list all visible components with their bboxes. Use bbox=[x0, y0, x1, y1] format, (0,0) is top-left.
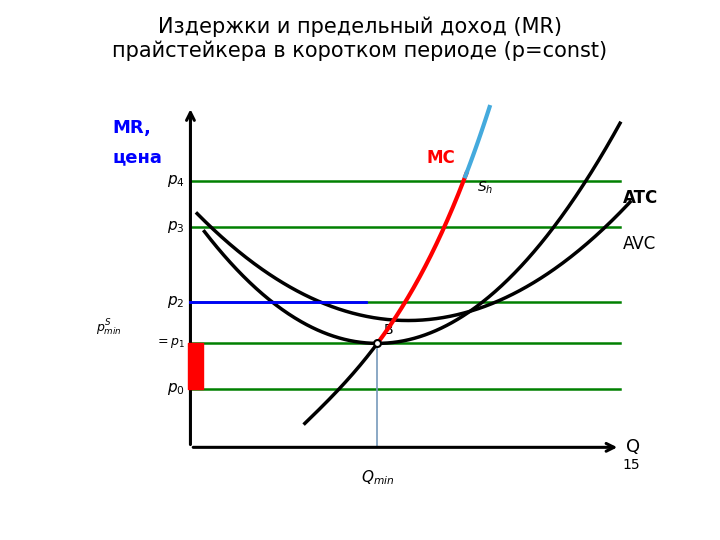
Text: $Q_{min}$: $Q_{min}$ bbox=[361, 468, 394, 487]
Text: цена: цена bbox=[112, 148, 162, 166]
Text: Издержки и предельный доход (MR)
прайстейкера в коротком периоде (p=const): Издержки и предельный доход (MR) прайсте… bbox=[112, 16, 608, 60]
Text: B: B bbox=[384, 323, 394, 337]
Text: $p_2$: $p_2$ bbox=[168, 294, 185, 310]
Text: MR,: MR, bbox=[112, 119, 151, 137]
Text: $=p_1$: $=p_1$ bbox=[155, 336, 185, 350]
Text: 15: 15 bbox=[622, 458, 639, 472]
Text: $p^S_{min}$: $p^S_{min}$ bbox=[96, 318, 122, 339]
Text: $p_0$: $p_0$ bbox=[167, 381, 185, 397]
Text: ATC: ATC bbox=[623, 189, 658, 207]
Text: $S_h$: $S_h$ bbox=[477, 179, 493, 195]
Text: $p_4$: $p_4$ bbox=[167, 173, 185, 189]
Text: MC: MC bbox=[427, 150, 455, 167]
Text: $p_3$: $p_3$ bbox=[167, 219, 185, 235]
Text: AVC: AVC bbox=[623, 234, 656, 253]
Text: Q: Q bbox=[626, 438, 640, 456]
